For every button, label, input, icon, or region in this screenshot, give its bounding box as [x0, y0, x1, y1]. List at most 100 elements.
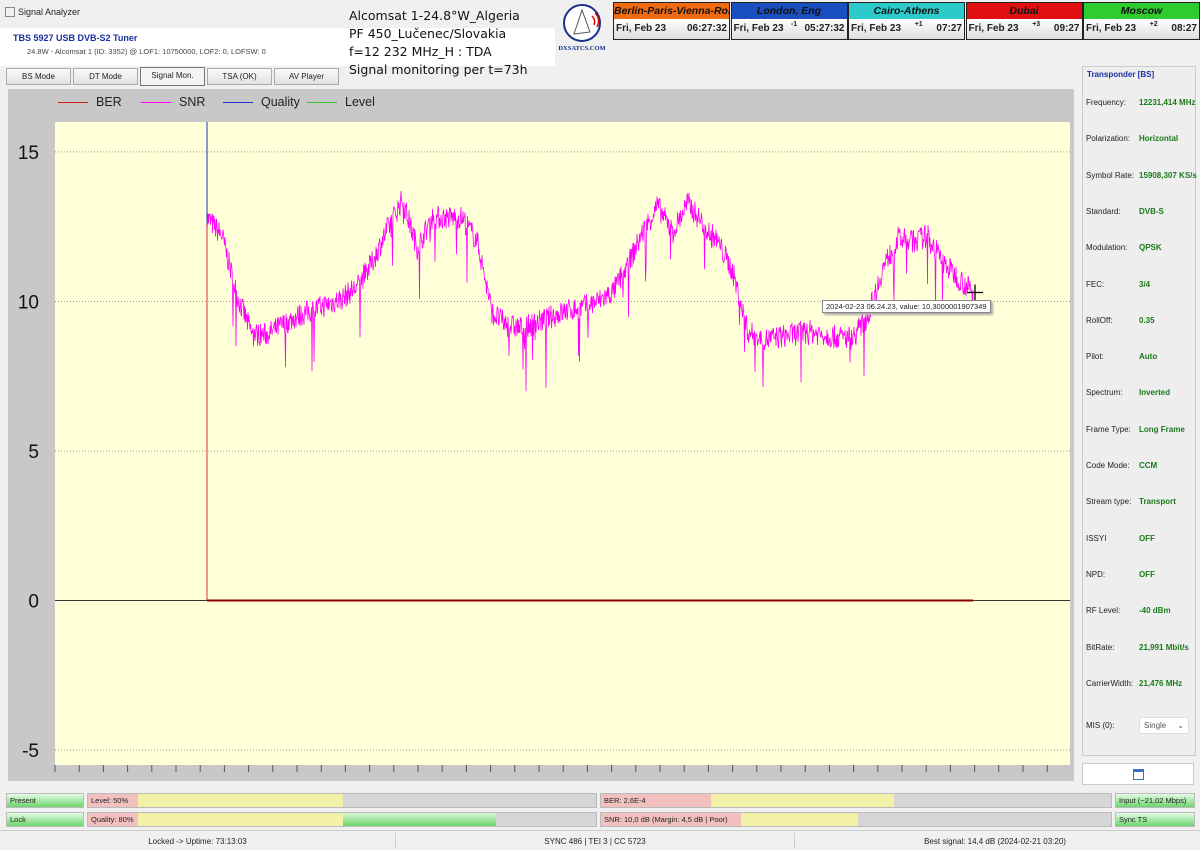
tab-bs-mode[interactable]: BS Mode — [6, 68, 71, 85]
transponder-value: Auto — [1139, 352, 1158, 362]
tab-tsa-ok-[interactable]: TSA (OK) — [207, 68, 272, 85]
clock-time-row: Fri, Feb 23 -1 05:27:32 — [731, 19, 847, 39]
transponder-label: Polarization: — [1086, 134, 1131, 144]
transponder-value: 12231,414 MHz — [1139, 98, 1196, 107]
legend-label: Level — [345, 95, 375, 109]
status-uptime: Locked -> Uptime: 73:13:03 — [148, 837, 247, 846]
level-bar: Level: 50% — [87, 793, 597, 808]
transponder-label: Code Mode: — [1086, 461, 1130, 470]
transponder-value: Transport — [1139, 497, 1176, 507]
transponder-value: 15908,307 KS/s — [1139, 170, 1197, 180]
clock-city: Berlin-Paris-Vienna-Roma — [614, 3, 729, 19]
overlay-line-3: f=12 232 MHz_H : TDA — [349, 44, 492, 59]
y-tick-label: 0 — [28, 592, 39, 613]
clock-time: 09:27 — [1053, 23, 1080, 34]
transponder-label: Modulation: — [1086, 243, 1128, 253]
transponder-value: OFF — [1139, 533, 1155, 543]
sync-indicator: Sync TS — [1115, 812, 1195, 827]
transponder-panel: Transponder [BS] Frequency: 12231,414 MHz… — [1082, 66, 1197, 756]
clock-date: Fri, Feb 23 — [616, 23, 667, 34]
clock-date: Fri, Feb 23 — [851, 23, 902, 34]
quality-bar: Quality: 80% — [87, 812, 597, 827]
clock-offset: +2 — [1149, 21, 1158, 28]
transponder-value: QPSK — [1139, 243, 1162, 253]
quality-label: Quality: 80% — [91, 815, 134, 824]
clock-offset: +1 — [914, 21, 923, 28]
y-tick-label: -5 — [22, 741, 39, 762]
signal-chart[interactable]: BER SNR Quality Level 15 10 5 0 -5 — [8, 89, 1074, 781]
transponder-label: FEC: — [1086, 279, 1105, 289]
window-title: Signal Analyzer — [18, 7, 81, 17]
transponder-label: Stream type: — [1086, 497, 1132, 507]
y-tick-label: 15 — [18, 143, 39, 164]
transponder-label: Standard: — [1086, 206, 1121, 216]
plot-area[interactable]: 15 10 5 0 -5 — [8, 89, 1074, 781]
tuner-name: TBS 5927 USB DVB-S2 Tuner — [13, 33, 138, 43]
clock-time-row: Fri, Feb 23 06:27:32 — [614, 19, 729, 39]
ber-label: BER: 2,6E-4 — [604, 796, 646, 805]
window-icon — [1133, 769, 1144, 780]
transponder-label: NPD: — [1086, 569, 1106, 579]
clock-city: Cairo-Athens — [849, 3, 964, 19]
input-indicator: Input (~21,02 Mbps) — [1115, 793, 1195, 808]
clock-city: Dubai — [966, 3, 1082, 19]
transponder-value: CCM — [1139, 461, 1158, 470]
ber-bar: BER: 2,6E-4 — [600, 793, 1112, 808]
transponder-value: 3/4 — [1139, 279, 1151, 289]
crosshair-cursor-icon — [967, 284, 983, 301]
transponder-value: -40 dBm — [1139, 606, 1171, 616]
snr-line — [206, 190, 974, 392]
legend-level[interactable]: Level — [307, 95, 375, 109]
clock-time-row: Fri, Feb 23 +2 08:27 — [1084, 19, 1199, 39]
legend-swatch — [141, 101, 171, 103]
legend-quality[interactable]: Quality — [223, 95, 300, 109]
panel-toggle-button[interactable] — [1082, 763, 1194, 785]
transponder-value: Horizontal — [1139, 134, 1179, 144]
level-label: Level: 50% — [91, 796, 129, 805]
transponder-label: Pilot: — [1086, 352, 1104, 362]
tab-signal-mon-[interactable]: Signal Mon. — [140, 67, 205, 86]
mis-label: MIS (0): — [1086, 721, 1115, 730]
status-sync: SYNC 486 | TEI 3 | CC 5723 — [395, 833, 795, 849]
overlay-line-4: Signal monitoring per t=73h — [349, 62, 528, 77]
legend-label: Quality — [261, 95, 300, 109]
clock-time: 05:27:32 — [804, 23, 845, 34]
transponder-value: 0.35 — [1139, 315, 1155, 325]
transponder-value: 21,476 MHz — [1139, 678, 1183, 688]
transponder-label: Spectrum: — [1086, 388, 1123, 398]
clock-time: 06:27:32 — [686, 23, 727, 34]
transponder-label: CarrierWidth: — [1086, 678, 1134, 688]
legend-label: BER — [96, 95, 122, 109]
transponder-label: BitRate: — [1086, 642, 1115, 652]
mis-value: Single — [1144, 721, 1167, 730]
clock-4: Moscow Fri, Feb 23 +2 08:27 — [1083, 2, 1200, 40]
transponder-value: 21,991 Mbit/s — [1139, 642, 1189, 652]
mis-select[interactable]: Single ⌄ — [1139, 717, 1189, 734]
clock-2: Cairo-Athens Fri, Feb 23 +1 07:27 — [848, 2, 965, 40]
status-bar: Locked -> Uptime: 73:13:03 SYNC 486 | TE… — [0, 830, 1200, 850]
clock-time-row: Fri, Feb 23 +3 09:27 — [966, 19, 1082, 39]
legend-swatch — [58, 101, 88, 103]
snr-bar: SNR: 10,0 dB (Margin: 4,5 dB | Poor) — [600, 812, 1112, 827]
transponder-label: RollOff: — [1086, 315, 1113, 325]
app-icon — [5, 7, 15, 17]
transponder-value: OFF — [1139, 569, 1155, 579]
clock-offset: +3 — [1032, 21, 1041, 28]
present-indicator: Present — [6, 793, 84, 808]
clock-time: 08:27 — [1171, 23, 1197, 34]
transponder-label: RF Level: — [1086, 606, 1121, 616]
transponder-label: Symbol Rate: — [1086, 170, 1135, 180]
chevron-down-icon: ⌄ — [1177, 721, 1184, 730]
transponder-value: Long Frame — [1139, 424, 1185, 434]
legend-ber[interactable]: BER — [58, 95, 122, 109]
y-tick-label: 5 — [28, 442, 39, 463]
snr-label: SNR: 10,0 dB (Margin: 4,5 dB | Poor) — [604, 815, 728, 824]
tab-av-player[interactable]: AV Player — [274, 68, 339, 85]
legend-snr[interactable]: SNR — [141, 95, 205, 109]
transponder-title: Transponder [BS] — [1087, 70, 1155, 79]
clock-offset: -1 — [790, 21, 798, 28]
tuner-info: 24.8W - Alcomsat 1 (ID: 3352) @ LOF1: 10… — [27, 47, 266, 56]
overlay-line-1: Alcomsat 1-24.8°W_Algeria — [349, 8, 520, 23]
tab-dt-mode[interactable]: DT Mode — [73, 68, 138, 85]
legend-label: SNR — [179, 95, 206, 109]
